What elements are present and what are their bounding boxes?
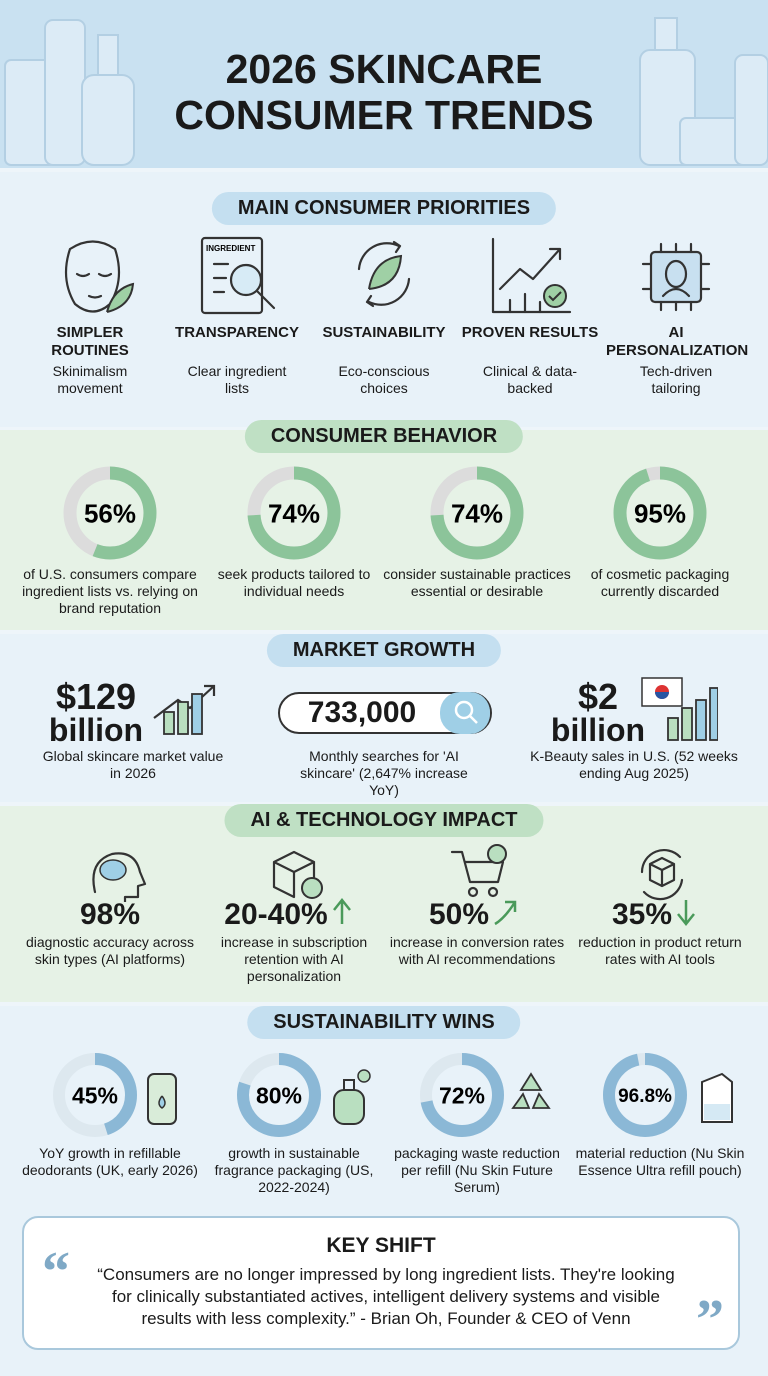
icon	[640, 849, 684, 901]
icon	[272, 850, 323, 899]
stat-text: of U.S. consumers compare ingredient lis…	[22, 566, 198, 616]
donut-arc	[63, 466, 157, 560]
stat: 56%	[84, 498, 136, 528]
donut-arc	[613, 466, 707, 560]
stat: 98%	[79, 898, 141, 931]
priority-title: SUSTAINABILITY	[322, 324, 446, 341]
donut: 96.8%	[603, 1053, 687, 1137]
arrow-icon	[494, 900, 517, 926]
icon	[701, 1072, 733, 1123]
section-heading: AI & TECHNOLOGY IMPACT	[224, 804, 544, 837]
icon	[333, 1069, 371, 1125]
donut: 72%	[420, 1053, 504, 1137]
stat-text: increase in conversion rates with AI rec…	[389, 934, 565, 967]
priority-subtitle: Skinimalism movement	[52, 363, 128, 396]
priority-title: TRANSPARENCY	[175, 324, 299, 341]
stat-text: reduction in product return rates with A…	[578, 934, 742, 967]
priority-subtitle: Eco-conscious choices	[338, 363, 430, 396]
arrow-icon	[332, 897, 351, 924]
stat: $129	[55, 676, 137, 717]
flag-icon	[641, 677, 718, 741]
quote: “Consumers are no longer impressed by lo…	[97, 1265, 675, 1328]
title: CONSUMER TRENDS	[174, 92, 594, 138]
donut-arc	[247, 466, 341, 560]
donut: 95%	[613, 466, 707, 560]
stat-text: of cosmetic packaging currently discarde…	[590, 566, 730, 599]
ai-section: AI & TECHNOLOGY IMPACT	[0, 804, 768, 1002]
icon-label: INGREDIENT	[206, 244, 255, 253]
stat: 72%	[439, 1082, 485, 1108]
stat: 45%	[72, 1082, 118, 1108]
donut-arc	[430, 466, 524, 560]
stat: 96.8%	[618, 1086, 672, 1107]
icon	[357, 240, 411, 308]
donut-arc	[237, 1053, 321, 1137]
icon	[64, 240, 135, 313]
priority-title: AI PERSONALIZATION	[606, 324, 749, 359]
quote-mark: ”	[696, 1289, 724, 1351]
stat-text: Global skincare market value in 2026	[42, 748, 224, 781]
stat: 733,000	[307, 696, 417, 729]
key-shift-box: “ ” KEY SHIFT “Consumers are no longer i…	[22, 1216, 740, 1351]
icon	[491, 237, 572, 314]
search-icon	[440, 692, 490, 734]
priority-subtitle: Clear ingredient lists	[187, 363, 287, 396]
stat-text: consider sustainable practices essential…	[383, 566, 571, 599]
stat-unit: billion	[550, 712, 646, 748]
stat: 74%	[268, 498, 320, 528]
section-heading: MARKET GROWTH	[266, 634, 502, 667]
donut-arc	[420, 1053, 504, 1137]
stat-text: material reduction (Nu Skin Essence Ultr…	[575, 1145, 745, 1178]
stat: 20-40%	[224, 898, 328, 931]
behavior-section: CONSUMER BEHAVIOR	[0, 420, 768, 630]
icon: INGREDIENT	[200, 236, 276, 315]
donut-arc	[603, 1053, 687, 1137]
growth-icon	[153, 684, 216, 735]
stat: 35%	[611, 898, 673, 931]
bottle-decor	[4, 17, 768, 166]
priority-title: SIMPLER ROUTINES	[51, 324, 129, 359]
arrow-icon	[677, 900, 695, 927]
stat: 50%	[428, 898, 490, 931]
title: 2026 SKINCARE	[225, 46, 543, 92]
priority-subtitle: Tech-driven tailoring	[639, 363, 713, 396]
section-heading: CONSUMER BEHAVIOR	[244, 420, 524, 453]
stat-text: seek products tailored to individual nee…	[217, 566, 371, 599]
donut: 45%	[53, 1053, 137, 1137]
stat-text: diagnostic accuracy across skin types (A…	[25, 934, 195, 967]
donut: 80%	[237, 1053, 321, 1137]
stat-text: packaging waste reduction per refill (Nu…	[394, 1145, 560, 1195]
stat: $2	[577, 676, 619, 717]
donut: 74%	[247, 466, 341, 560]
icon	[641, 242, 711, 312]
section-heading: MAIN CONSUMER PRIORITIES	[211, 192, 557, 225]
icon	[92, 852, 147, 902]
stat-text: Monthly searches for 'AI skincare' (2,64…	[300, 748, 468, 798]
stat: 80%	[256, 1082, 302, 1108]
stat: 95%	[634, 498, 686, 528]
priority-subtitle: Clinical & data-backed	[482, 363, 578, 396]
stat-text: K-Beauty sales in U.S. (52 weeks ending …	[530, 748, 738, 781]
icon	[511, 1072, 551, 1109]
priority-title: PROVEN RESULTS	[461, 324, 599, 341]
donut: 74%	[430, 466, 524, 560]
stat-text: increase in subscription retention with …	[220, 934, 368, 984]
donut-arc	[53, 1053, 137, 1137]
stat-text: YoY growth in refillable deodorants (UK,…	[22, 1145, 198, 1178]
stat-text: growth in sustainable fragrance packagin…	[214, 1145, 374, 1195]
quote-mark: “	[42, 1241, 70, 1303]
header: 2026 SKINCARE CONSUMER TRENDS	[0, 0, 768, 168]
donut: 56%	[63, 466, 157, 560]
section-heading: SUSTAINABILITY WINS	[247, 1006, 521, 1039]
key-shift-heading: KEY SHIFT	[326, 1234, 436, 1257]
icon	[450, 844, 507, 898]
stat: 74%	[451, 498, 503, 528]
icon	[147, 1073, 177, 1125]
stat-unit: billion	[48, 712, 144, 748]
